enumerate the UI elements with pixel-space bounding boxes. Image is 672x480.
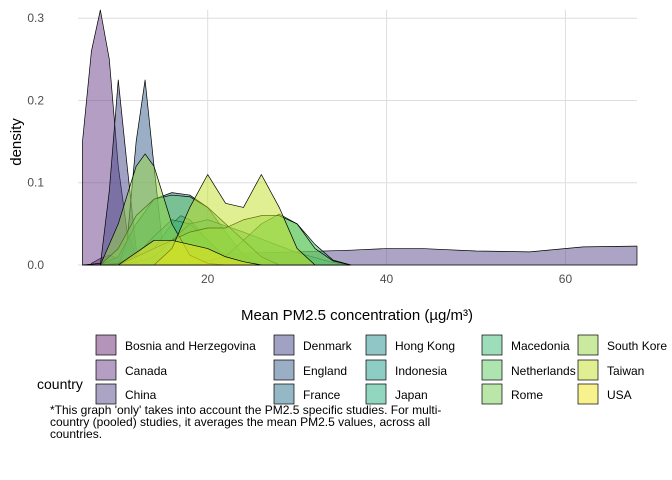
legend-label-11: Rome — [511, 388, 543, 402]
x-tick-label-2: 60 — [559, 272, 573, 286]
legend-label-2: China — [125, 388, 157, 402]
legend-key-7 — [365, 359, 387, 381]
x-tick-label-1: 40 — [380, 272, 394, 286]
legend-label-6: Hong Kong — [395, 339, 455, 353]
y-tick-label-2: 0.2 — [27, 93, 44, 107]
legend-label-14: USA — [607, 388, 632, 402]
legend-key-9 — [481, 334, 503, 356]
x-tick-label-0: 20 — [201, 272, 215, 286]
legend-label-7: Indonesia — [395, 364, 447, 378]
footnote: *This graph 'only' takes into account th… — [50, 403, 442, 441]
y-tick-label-3: 0.3 — [27, 11, 44, 25]
legend-key-14 — [577, 383, 599, 405]
legend-key-2 — [95, 383, 117, 405]
legend-key-5 — [273, 383, 295, 405]
y-axis-title: density — [8, 118, 25, 166]
legend-key-8 — [365, 383, 387, 405]
legend-label-9: Macedonia — [511, 339, 570, 353]
legend: country Bosnia and Herzegovina Canada Chin… — [37, 334, 667, 405]
legend-label-10: Netherlands — [511, 364, 576, 378]
legend-key-12 — [577, 334, 599, 356]
legend-label-13: Taiwan — [607, 364, 644, 378]
legend-key-4 — [273, 359, 295, 381]
y-tick-label-1: 0.1 — [27, 176, 44, 190]
density-areas — [82, 9, 638, 266]
y-tick-labels: 0.0 0.1 0.2 0.3 — [27, 11, 44, 272]
legend-label-0: Bosnia and Herzegovina — [125, 339, 256, 353]
legend-label-4: England — [303, 364, 347, 378]
legend-key-6 — [365, 334, 387, 356]
legend-key-13 — [577, 359, 599, 381]
legend-label-5: France — [303, 388, 341, 402]
legend-key-11 — [481, 383, 503, 405]
legend-label-1: Canada — [125, 364, 167, 378]
legend-key-10 — [481, 359, 503, 381]
legend-label-3: Denmark — [303, 339, 353, 353]
legend-label-8: Japan — [395, 388, 428, 402]
x-tick-labels: 20 40 60 — [201, 272, 572, 286]
legend-key-3 — [273, 334, 295, 356]
x-axis-title: Mean PM2.5 concentration (µg/m³) — [241, 307, 473, 324]
legend-key-1 — [95, 359, 117, 381]
legend-label-12: South Kore — [607, 339, 667, 353]
legend-title: country — [37, 376, 83, 392]
density-area-14 — [117, 239, 262, 266]
legend-key-0 — [95, 334, 117, 356]
y-tick-label-0: 0.0 — [27, 258, 44, 272]
